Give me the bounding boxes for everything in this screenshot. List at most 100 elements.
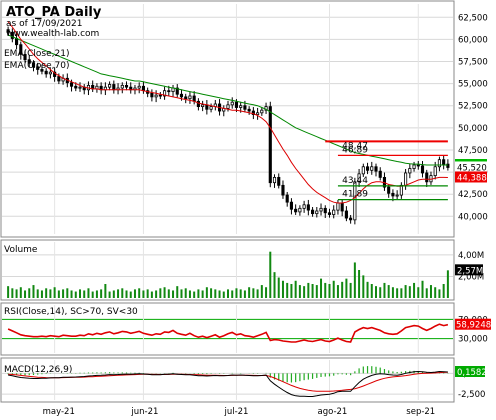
volume-bar xyxy=(201,290,204,298)
volume-bar xyxy=(108,291,111,298)
volume-bar xyxy=(66,288,69,298)
x-tick-label: sep-21 xyxy=(406,407,435,417)
candle-body xyxy=(404,172,408,186)
volume-bar xyxy=(442,284,445,298)
candle-body xyxy=(391,192,395,197)
rsi-last-tag-bg xyxy=(455,318,491,330)
macd-panel-label: MACD(12,26,9) xyxy=(4,365,72,375)
volume-bar xyxy=(159,288,162,298)
candle-body xyxy=(315,210,319,215)
volume-bar xyxy=(87,288,90,298)
volume-tick-label: 4,00M xyxy=(458,251,484,261)
volume-bar xyxy=(294,280,297,298)
candle-body xyxy=(365,166,370,171)
volume-bar xyxy=(188,290,191,298)
candle-body xyxy=(340,202,344,212)
volume-bar xyxy=(49,289,52,298)
candle-body xyxy=(175,87,179,95)
macd-tick-label: -2,500 xyxy=(458,390,485,400)
candle-body xyxy=(302,204,306,209)
x-tick-label: jul-21 xyxy=(223,407,248,417)
candle-body xyxy=(323,207,327,214)
candle-body xyxy=(10,31,14,39)
watermark: www.wealth-lab.com xyxy=(6,29,99,39)
volume-bar xyxy=(210,288,213,298)
volume-bar xyxy=(434,287,437,298)
candle-body xyxy=(234,101,239,108)
ema21-last-tag-bg xyxy=(455,171,487,183)
volume-bar xyxy=(104,284,107,298)
x-tick-label: may-21 xyxy=(43,407,75,417)
candle-body xyxy=(378,170,382,178)
candle-body xyxy=(327,212,332,215)
candle-body xyxy=(201,104,205,108)
volume-bar xyxy=(180,289,183,298)
candle-body xyxy=(27,59,31,64)
price-tick-label: 42,500 xyxy=(458,190,488,200)
candle-body xyxy=(260,109,264,114)
volume-bar xyxy=(239,289,242,298)
price-tick-label: 55,000 xyxy=(458,80,488,90)
volume-bar xyxy=(370,284,373,298)
volume-bar xyxy=(438,289,441,298)
volume-bar xyxy=(413,282,416,298)
volume-bar xyxy=(36,289,39,298)
candle-body xyxy=(272,176,277,184)
volume-bar xyxy=(235,288,238,298)
volume-tick-label: 2,00M xyxy=(458,272,484,282)
plot-layer xyxy=(6,21,450,397)
volume-bar xyxy=(379,287,382,298)
volume-bar xyxy=(15,289,18,298)
rsi-last-tag: 58,9248 xyxy=(456,321,491,331)
volume-bar xyxy=(281,280,284,298)
volume-bar xyxy=(150,291,153,298)
volume-bar xyxy=(142,290,145,298)
candle-body xyxy=(412,164,416,169)
volume-bar xyxy=(248,287,251,298)
candle-body xyxy=(57,76,61,82)
candle-body xyxy=(230,101,234,106)
candle-body xyxy=(251,110,255,115)
level-label: 41,89 xyxy=(342,190,368,200)
volume-bar xyxy=(328,284,331,298)
candle-body xyxy=(6,29,10,33)
candle-body xyxy=(243,105,247,110)
candle-body xyxy=(361,166,365,175)
candle-body xyxy=(179,93,184,98)
last-price-tag: 45,520 xyxy=(457,163,487,173)
volume-bar xyxy=(95,290,98,298)
candle-body xyxy=(74,85,78,89)
volume-bar xyxy=(349,282,352,298)
volume-bar xyxy=(391,287,394,298)
candle-body xyxy=(387,186,391,194)
candle-body xyxy=(281,184,285,196)
volume-bar xyxy=(70,290,73,298)
candle-body xyxy=(336,202,340,211)
price-panel-frame xyxy=(0,0,455,238)
price-tick-label: 62,500 xyxy=(458,13,488,23)
candle-body xyxy=(306,204,310,211)
volume-bar xyxy=(121,288,124,298)
volume-bar xyxy=(112,290,115,298)
volume-bar xyxy=(375,286,377,298)
rsi-line xyxy=(7,323,449,343)
candle-body xyxy=(277,176,281,186)
last-price-tag-bg xyxy=(455,161,487,173)
volume-bar xyxy=(231,290,234,298)
volume-bar xyxy=(332,280,335,298)
volume-bar xyxy=(307,282,310,298)
x-tick-label: jun-21 xyxy=(130,407,158,417)
volume-bar xyxy=(324,282,327,298)
candle-body xyxy=(120,84,124,89)
volume-bar xyxy=(396,288,399,298)
candle-body xyxy=(108,84,112,88)
volume-bar xyxy=(336,285,339,298)
volume-bar xyxy=(155,290,158,298)
volume-bar xyxy=(163,287,166,298)
candle-body xyxy=(298,207,302,213)
volume-bar xyxy=(421,280,424,298)
candle-body xyxy=(446,163,450,168)
volume-bar xyxy=(345,278,348,298)
volume-bar xyxy=(277,277,280,298)
volume-bar xyxy=(83,290,86,298)
